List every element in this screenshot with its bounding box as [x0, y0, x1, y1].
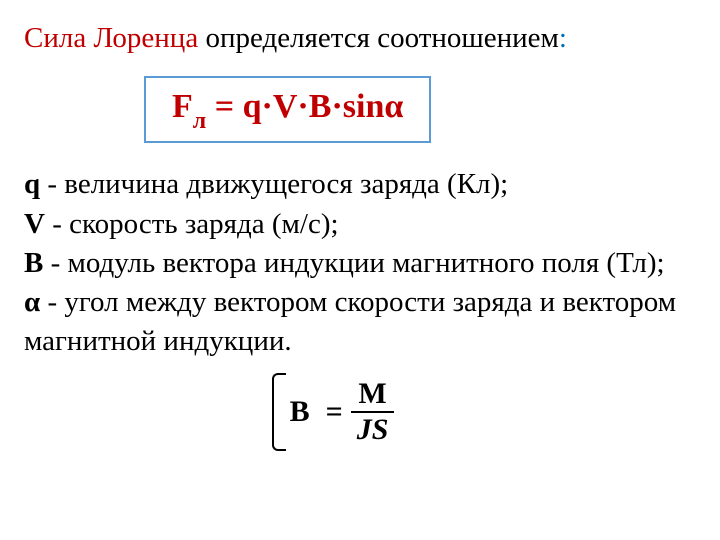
unit-formula-wrap: B = M JS	[0, 373, 696, 451]
definition-v: V - скорость заряда (м/c);	[24, 205, 696, 244]
def-q-symbol: q	[24, 168, 40, 200]
unit-formula-content: B = M JS	[290, 379, 395, 445]
definitions-block: q - величина движущегося заряда (Кл); V …	[24, 165, 696, 361]
formula-F: F	[172, 88, 193, 125]
formula-container: Fл = q·V·B·sinα	[24, 76, 696, 166]
formula-box: Fл = q·V·B·sinα	[144, 76, 431, 144]
fraction: M JS	[351, 379, 395, 445]
uf-left: B	[290, 395, 318, 429]
formula-subscript: л	[193, 108, 206, 134]
formula-rest: = q·V·B·sinα	[206, 88, 403, 125]
def-q-text: - величина движущегося заряда (Кл);	[40, 168, 508, 200]
uf-eq: =	[318, 395, 351, 429]
def-b-text: - модуль вектора индукции магнитного пол…	[43, 247, 664, 279]
heading: Сила Лоренца определяется соотношением:	[24, 20, 696, 58]
heading-colon: :	[559, 22, 567, 54]
formula-text: Fл = q·V·B·sinα	[172, 88, 403, 125]
def-v-text: - скорость заряда (м/c);	[45, 208, 339, 240]
def-alpha-text: - угол между вектором скорости заряда и …	[24, 286, 676, 357]
definition-alpha: α - угол между вектором скорости заряда …	[24, 283, 696, 361]
unit-formula: B = M JS	[272, 373, 409, 451]
definition-q: q - величина движущегося заряда (Кл);	[24, 165, 696, 204]
heading-black-part: определяется соотношением	[198, 22, 559, 54]
heading-red-part: Сила Лоренца	[24, 22, 198, 54]
bracket-left-icon	[272, 373, 286, 451]
def-alpha-symbol: α	[24, 286, 40, 318]
def-b-symbol: B	[24, 247, 43, 279]
fraction-numerator: M	[352, 379, 392, 411]
fraction-denominator: JS	[351, 411, 395, 445]
def-v-symbol: V	[24, 208, 45, 240]
definition-b: B - модуль вектора индукции магнитного п…	[24, 244, 696, 283]
